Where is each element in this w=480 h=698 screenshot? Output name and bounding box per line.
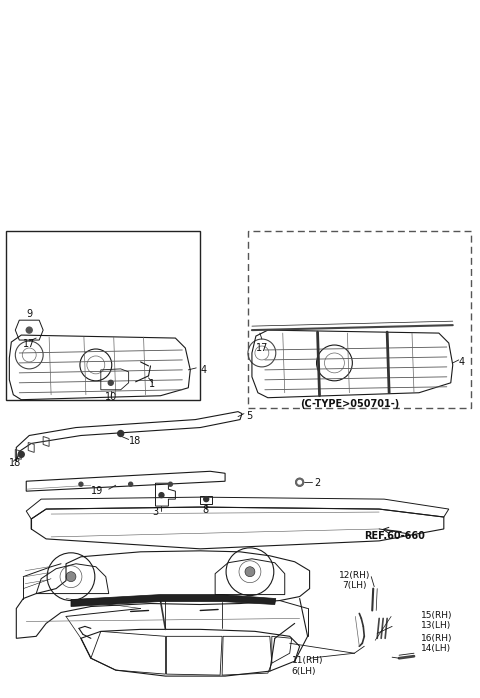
Text: 4: 4 [200, 365, 206, 375]
Circle shape [245, 567, 255, 577]
Text: 4: 4 [459, 357, 465, 367]
Bar [6, 230, 200, 400]
Circle shape [129, 482, 132, 487]
Text: REF.60-660: REF.60-660 [364, 531, 425, 541]
Circle shape [118, 431, 124, 436]
Text: 17: 17 [23, 339, 36, 349]
Text: 3: 3 [153, 507, 158, 517]
Text: (C-TYPE>050701-): (C-TYPE>050701-) [300, 399, 399, 409]
Circle shape [108, 380, 113, 385]
Circle shape [296, 478, 304, 487]
Text: 19: 19 [91, 487, 103, 496]
Circle shape [204, 497, 209, 502]
Circle shape [18, 452, 24, 457]
Text: 9: 9 [26, 309, 32, 319]
Circle shape [26, 327, 32, 333]
Circle shape [168, 482, 172, 487]
Text: 15(RH)
13(LH): 15(RH) 13(LH) [421, 611, 453, 630]
Text: 1: 1 [149, 379, 156, 389]
Text: 8: 8 [202, 505, 208, 515]
Circle shape [66, 572, 76, 581]
Circle shape [159, 493, 164, 498]
Text: 11(RH)
6(LH): 11(RH) 6(LH) [292, 656, 323, 676]
Circle shape [79, 482, 83, 487]
Text: 18: 18 [129, 436, 141, 447]
Text: 12(RH)
7(LH): 12(RH) 7(LH) [339, 571, 370, 591]
Text: 16(RH)
14(LH): 16(RH) 14(LH) [421, 634, 453, 653]
Text: 17: 17 [256, 343, 268, 353]
Text: 2: 2 [314, 478, 321, 488]
Text: 18: 18 [9, 459, 22, 468]
Circle shape [298, 480, 301, 484]
Text: 5: 5 [246, 410, 252, 421]
Text: 10: 10 [105, 392, 117, 402]
Polygon shape [71, 595, 276, 607]
